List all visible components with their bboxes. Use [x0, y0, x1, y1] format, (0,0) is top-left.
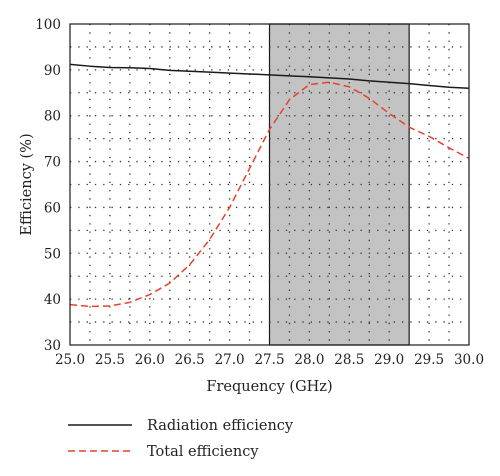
x-tick-label: 29.5	[414, 352, 444, 368]
shaded-band	[268, 23, 410, 346]
tick-label-layer: 25.0 25.5 26.0 26.5 27.0 27.5 28.0 28.5 29.0 29.5…	[35, 17, 484, 368]
x-tick-label: 27.5	[254, 352, 284, 368]
x-axis-label: Frequency (GHz)	[206, 379, 332, 395]
series-line-radiation-efficiency	[69, 63, 470, 89]
plot-frame-layer	[69, 23, 470, 346]
x-tick-label: 26.5	[175, 352, 205, 368]
x-tick-label: 28.0	[294, 352, 324, 368]
y-tick-label: 100	[35, 17, 61, 33]
legend-label-total-efficiency: Total efficiency	[147, 444, 259, 460]
y-tick-label: 60	[44, 200, 61, 216]
x-tick-label: 29.0	[374, 352, 404, 368]
x-tick-label: 30.0	[454, 352, 484, 368]
y-tick-label: 70	[44, 155, 61, 171]
y-tick-label: 30	[44, 338, 61, 354]
x-tick-label: 28.5	[334, 352, 364, 368]
x-tick-label: 25.0	[55, 352, 85, 368]
y-tick-label: 90	[44, 63, 61, 79]
x-tick-label: 27.0	[215, 352, 245, 368]
x-tick-label: 25.5	[95, 352, 125, 368]
grid-layer	[70, 24, 469, 345]
series-layer	[69, 63, 470, 308]
plot-frame	[69, 23, 470, 346]
y-axis-label: Efficiency (%)	[19, 133, 35, 235]
legend-label-radiation-efficiency: Radiation efficiency	[147, 418, 294, 434]
series-line-total-efficiency	[69, 81, 470, 308]
y-tick-label: 40	[44, 292, 61, 308]
y-tick-label: 50	[44, 246, 61, 262]
legend: Radiation efficiency Total efficiency	[68, 418, 294, 460]
y-tick-label: 80	[44, 109, 61, 125]
x-tick-label: 26.0	[135, 352, 165, 368]
shaded-band-layer	[268, 23, 410, 346]
